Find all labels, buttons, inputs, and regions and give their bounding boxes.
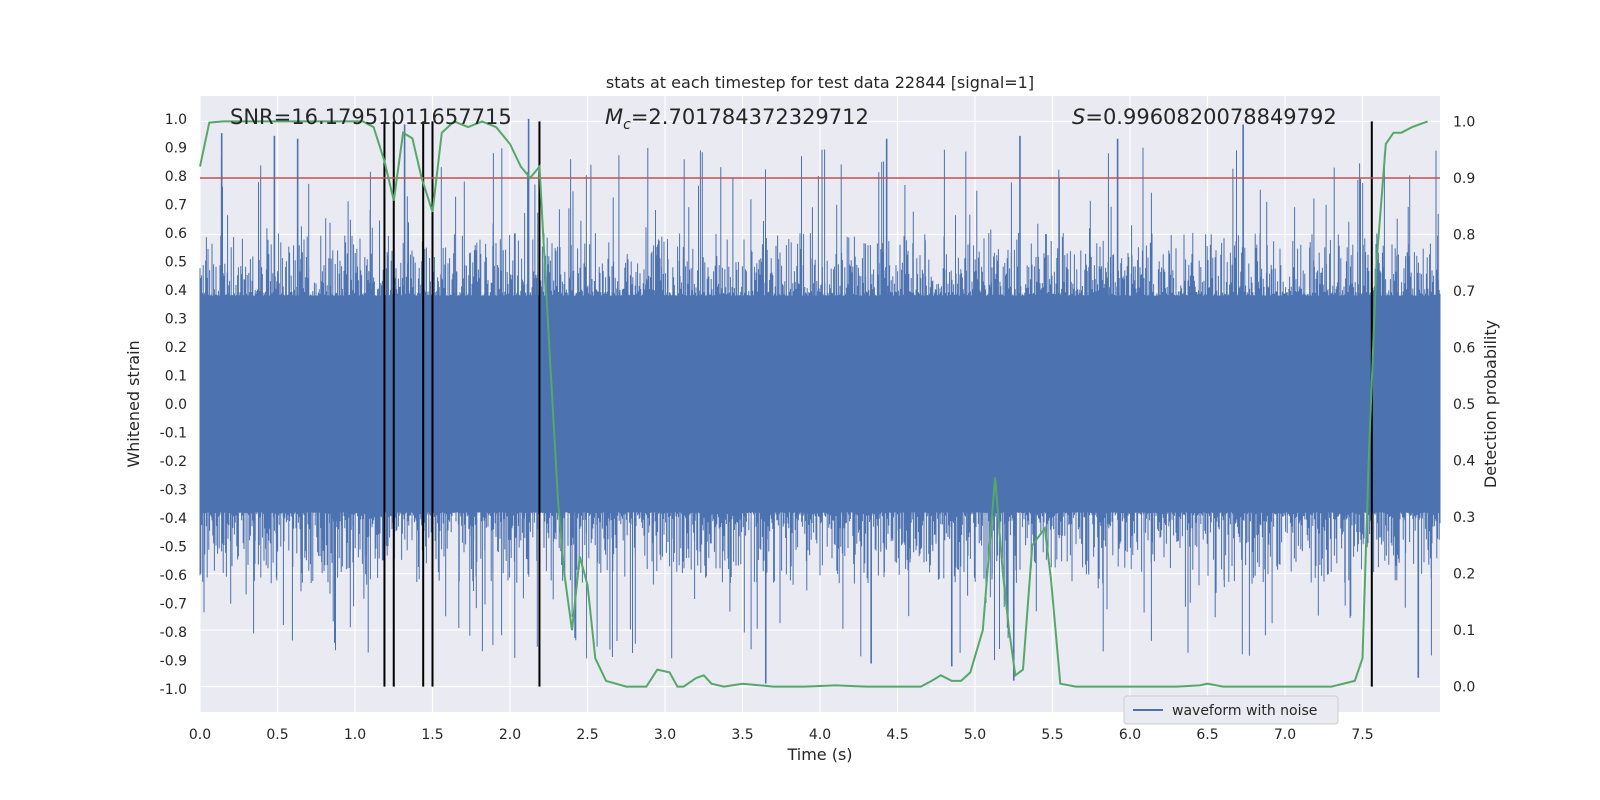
y-tick-label: 0.0 [165,397,187,413]
y-tick-label: 0.2 [165,340,187,356]
y-tick-label: -1.0 [160,682,187,698]
y-tick-label: -0.3 [160,483,187,499]
x-tick-label: 5.5 [1041,727,1063,743]
y-tick-label: 0.5 [165,254,187,270]
s-value: =0.9960820078849792 [1085,105,1336,129]
y-tick-label: 0.1 [165,368,187,384]
y2-tick-label: 1.0 [1453,114,1475,130]
mc-subscript: c [623,117,631,133]
mc-annotation: Mc=2.701784372329712 [605,105,869,133]
y-tick-label: -0.8 [160,625,187,641]
y-tick-label: -0.4 [160,511,187,527]
y2-tick-label: 0.6 [1453,340,1475,356]
y-tick-label: 0.8 [165,169,187,185]
y2-axis-label: Detection probability [1481,320,1500,488]
y2-tick-label: 0.0 [1453,680,1475,696]
mc-symbol: M [605,105,623,129]
x-tick-label: 7.5 [1351,727,1373,743]
s-annotation: S=0.9960820078849792 [1072,105,1337,129]
y-tick-label: 0.9 [165,140,187,156]
y-tick-label: 0.6 [165,226,187,242]
y2-tick-label: 0.2 [1453,567,1475,583]
snr-annotation: SNR=16.17951011657715 [230,105,512,129]
legend-box [1123,695,1339,725]
y2-tick-label: 0.3 [1453,510,1475,526]
x-tick-label: 2.5 [576,727,598,743]
y-tick-label: 1.0 [165,112,187,128]
x-tick-label: 0.0 [189,727,211,743]
waveform-line [199,147,1441,661]
y-tick-label: -0.9 [160,654,187,670]
x-tick-label: 0.5 [266,727,288,743]
y-tick-label: -0.1 [160,426,187,442]
x-tick-label: 3.5 [731,727,753,743]
legend: waveform with noise [1123,695,1339,725]
x-tick-label: 3.0 [654,727,676,743]
y2-tick-label: 0.7 [1453,284,1475,300]
x-tick-label: 1.5 [421,727,443,743]
y-tick-label: -0.6 [160,568,187,584]
probability-line [199,120,1428,688]
y2-tick-label: 0.5 [1453,397,1475,413]
y2-tick-label: 0.9 [1453,171,1475,187]
chart-title: stats at each timestep for test data 228… [606,73,1034,92]
y-tick-label: 0.4 [165,283,187,299]
y-tick-label: -0.5 [160,540,187,556]
x-tick-label: 1.0 [344,727,366,743]
y-tick-label: -0.2 [160,454,187,470]
y2-tick-label: 0.4 [1453,454,1475,470]
x-tick-label: 5.0 [964,727,986,743]
probability-series [199,120,1428,688]
waveform-series [199,118,1441,684]
x-axis-label: Time (s) [786,745,852,764]
y-tick-label: -0.7 [160,597,187,613]
x-tick-labels: 0.0 0.5 1.0 1.5 2.0 2.5 3.0 3.5 4.0 4.5 5.0 5.5 6.0 6… [189,727,1374,743]
mc-value: =2.701784372329712 [631,105,869,129]
y-tick-label: 0.3 [165,311,187,327]
y2-tick-label: 0.8 [1453,227,1475,243]
y-axis-label: Whitened strain [124,340,143,467]
x-tick-label: 6.0 [1119,727,1141,743]
x-tick-label: 2.0 [499,727,521,743]
x-tick-label: 4.0 [809,727,831,743]
y2-tick-label: 0.1 [1453,623,1475,639]
x-tick-label: 7.0 [1274,727,1296,743]
x-tick-label: 6.5 [1196,727,1218,743]
legend-label: waveform with noise [1172,703,1317,719]
s-symbol: S [1072,105,1085,129]
y-tick-label: 0.7 [165,197,187,213]
y-tick-labels: 1.0 0.9 0.8 0.7 0.6 0.5 0.4 0.3 0.2 0.1 0.0 -0.1 -0.… [160,112,187,698]
y2-tick-labels: 1.0 0.9 0.8 0.7 0.6 0.5 0.4 0.3 0.2 0.1 0.0 [1453,114,1475,695]
x-tick-label: 4.5 [886,727,908,743]
